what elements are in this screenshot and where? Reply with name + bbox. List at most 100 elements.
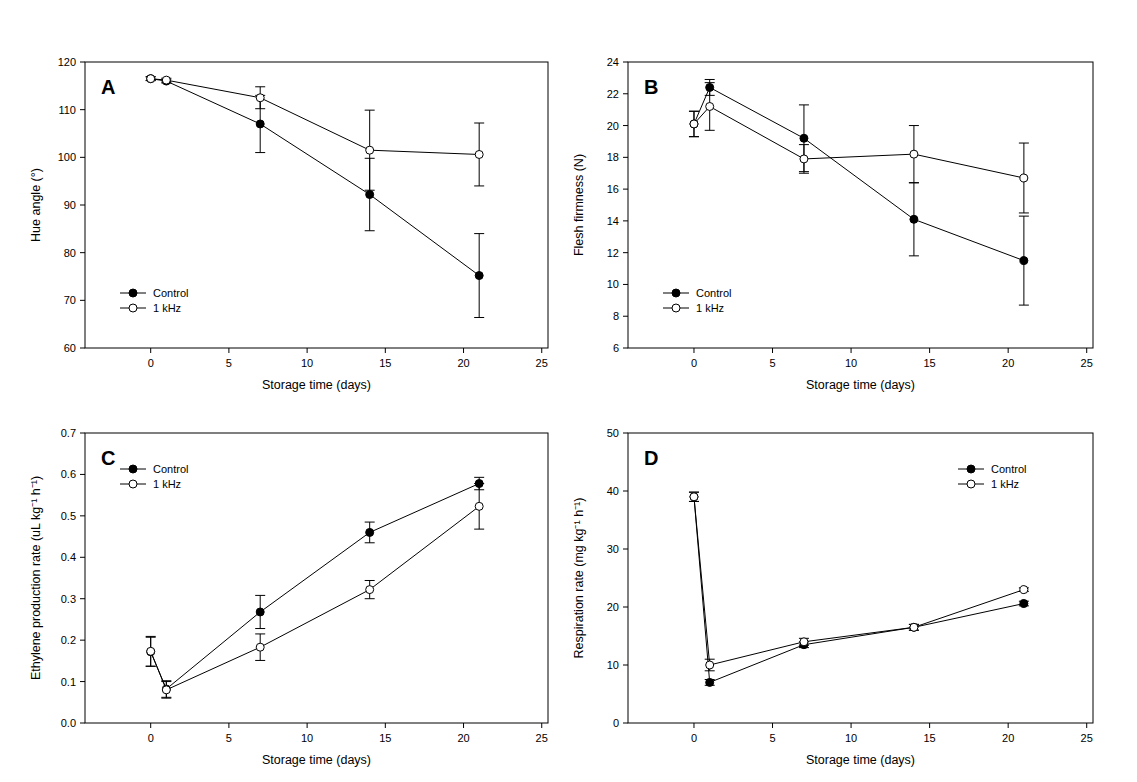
y-tick <box>623 549 628 550</box>
y-tick <box>623 723 628 724</box>
data-point <box>706 102 714 110</box>
error-cap <box>689 136 699 137</box>
error-cap <box>474 233 484 234</box>
y-tick-label: 0.4 <box>61 551 76 563</box>
x-tick <box>772 723 773 728</box>
legend: Control1 kHz <box>120 287 188 314</box>
error-cap <box>705 670 715 671</box>
legend-marker <box>672 304 680 312</box>
data-point <box>162 76 170 84</box>
x-tick-label: 15 <box>923 732 935 744</box>
y-axis-title: Ethylene production rate (uL kg⁻¹ h⁻¹) <box>29 476 43 680</box>
error-cap <box>365 542 375 543</box>
error-bar <box>799 638 809 645</box>
legend-label: 1 kHz <box>153 478 181 490</box>
panel: 0510152025681012141618202224Storage time… <box>572 56 1093 392</box>
error-cap <box>365 230 375 231</box>
panel-label: A <box>101 76 115 98</box>
x-axis-title: Storage time (days) <box>262 378 371 392</box>
x-tick-label: 0 <box>691 732 697 744</box>
legend-marker <box>129 304 137 312</box>
legend-label: Control <box>153 463 188 475</box>
error-cap <box>474 123 484 124</box>
error-cap <box>689 111 699 112</box>
error-cap <box>365 598 375 599</box>
error-cap <box>799 104 809 105</box>
series-line <box>151 506 479 690</box>
data-point <box>1020 257 1028 265</box>
error-cap <box>909 125 919 126</box>
data-point <box>706 678 714 686</box>
error-cap <box>909 255 919 256</box>
panel-label: C <box>101 447 115 469</box>
y-tick <box>80 62 85 63</box>
x-tick <box>463 723 464 728</box>
data-point <box>147 648 155 656</box>
y-tick <box>623 62 628 63</box>
y-tick <box>623 433 628 434</box>
x-tick-label: 10 <box>845 732 857 744</box>
error-cap <box>161 698 171 699</box>
legend-marker <box>129 480 137 488</box>
data-point <box>162 77 170 85</box>
x-tick <box>851 723 852 728</box>
error-cap <box>146 666 156 667</box>
data-point <box>706 661 714 669</box>
y-tick-label: 0.2 <box>61 634 76 646</box>
data-point <box>475 150 483 158</box>
y-tick-label: 8 <box>613 310 619 322</box>
y-tick-label: 0.6 <box>61 468 76 480</box>
data-point <box>1020 586 1028 594</box>
data-point <box>706 83 714 91</box>
y-tick-label: 0.0 <box>61 717 76 729</box>
x-tick-label: 15 <box>379 732 391 744</box>
x-tick-label: 25 <box>1081 357 1093 369</box>
x-tick <box>693 723 694 728</box>
data-area <box>689 492 1029 686</box>
x-tick-label: 5 <box>769 732 775 744</box>
error-bar <box>255 634 265 661</box>
error-bar <box>146 637 156 666</box>
y-tick <box>80 723 85 724</box>
error-cap <box>255 595 265 596</box>
data-point <box>690 493 698 501</box>
y-tick-label: 0.3 <box>61 593 76 605</box>
legend-marker <box>967 465 975 473</box>
x-tick-label: 5 <box>226 732 232 744</box>
data-point <box>256 643 264 651</box>
data-point <box>475 502 483 510</box>
x-tick <box>150 723 151 728</box>
data-point <box>800 155 808 163</box>
x-tick-label: 10 <box>845 357 857 369</box>
plot-frame <box>85 62 548 348</box>
x-axis-title: Storage time (days) <box>262 753 371 767</box>
error-cap <box>474 529 484 530</box>
y-tick <box>80 109 85 110</box>
data-point <box>256 94 264 102</box>
y-tick-label: 70 <box>64 294 76 306</box>
error-bar <box>365 110 375 190</box>
x-tick <box>307 348 308 353</box>
y-tick-label: 50 <box>607 427 619 439</box>
error-cap <box>705 659 715 660</box>
x-tick <box>693 348 694 353</box>
y-tick <box>80 598 85 599</box>
y-tick <box>80 681 85 682</box>
x-tick <box>851 348 852 353</box>
error-cap <box>255 152 265 153</box>
figure: 051015202560708090100110120Storage time … <box>0 0 1137 782</box>
data-point <box>475 272 483 280</box>
y-tick <box>623 348 628 349</box>
x-tick <box>463 348 464 353</box>
y-tick <box>623 189 628 190</box>
series-line <box>151 79 479 276</box>
y-tick-label: 0.5 <box>61 510 76 522</box>
data-point <box>162 686 170 694</box>
x-tick <box>150 348 151 353</box>
y-tick <box>623 316 628 317</box>
error-bar <box>255 595 265 628</box>
x-tick-label: 15 <box>379 357 391 369</box>
data-area <box>689 79 1029 305</box>
y-tick-label: 14 <box>607 215 619 227</box>
y-tick-label: 60 <box>64 342 76 354</box>
